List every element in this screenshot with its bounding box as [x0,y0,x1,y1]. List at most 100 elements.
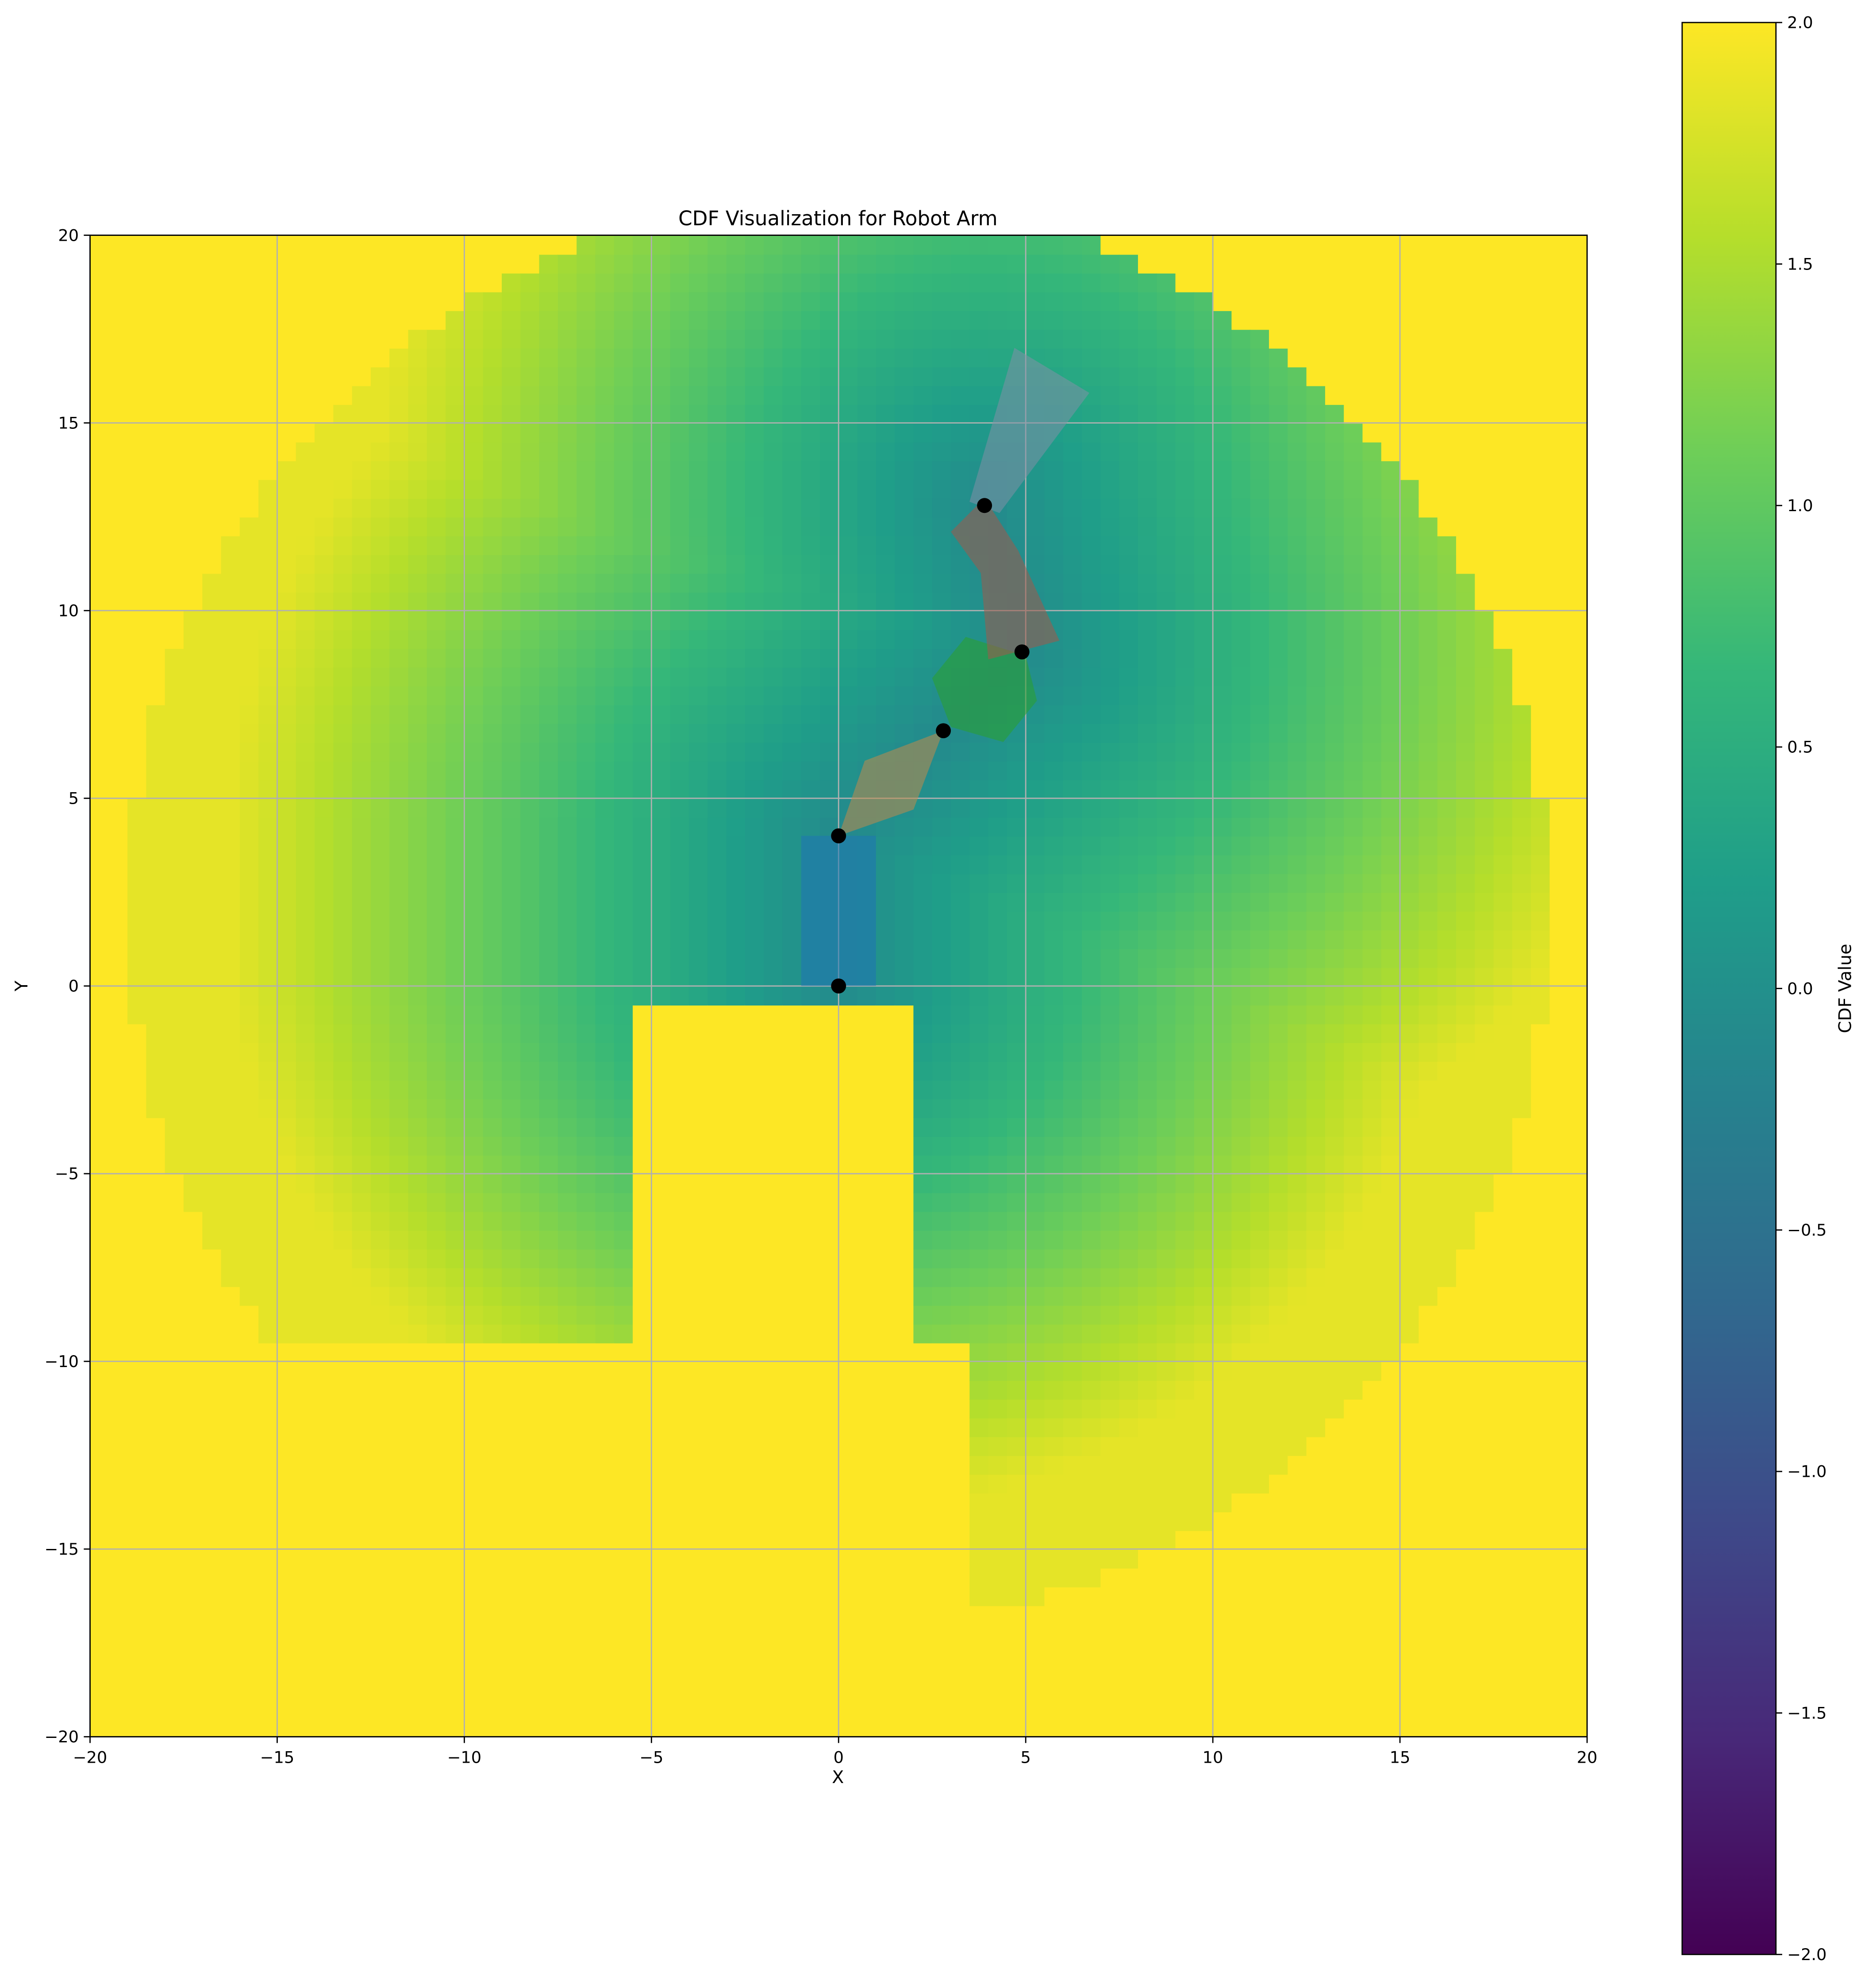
heatmap-cell [595,1568,615,1587]
heatmap-cell [1063,836,1083,855]
heatmap-cell [651,329,671,349]
heatmap-cell [464,347,484,368]
heatmap-cell [932,329,952,349]
heatmap-cell [1231,516,1251,536]
heatmap-cell [315,1699,334,1719]
heatmap-cell [838,554,858,574]
heatmap-cell [296,742,315,762]
heatmap-cell [633,1361,653,1381]
heatmap-cell [1194,873,1214,893]
heatmap-cell [1100,1267,1120,1287]
heatmap-cell [333,798,353,818]
heatmap-cell [333,423,353,443]
heatmap-cell [876,1549,896,1569]
heatmap-cell [1100,761,1120,781]
heatmap-cell [1157,573,1176,593]
heatmap-cell [502,1568,521,1587]
heatmap-cell [108,1061,128,1081]
heatmap-cell [988,1492,1008,1513]
heatmap-cell [577,686,596,705]
heatmap-cell [502,254,521,274]
heatmap-cell [633,798,653,818]
heatmap-cell [183,1718,203,1737]
heatmap-cell [221,1211,241,1231]
heatmap-cell [1194,742,1214,762]
heatmap-cell [633,629,653,649]
heatmap-cell [988,1079,1008,1100]
heatmap-cell [1119,817,1139,837]
heatmap-cell [389,1492,409,1513]
heatmap-cell [239,1718,259,1737]
heatmap-cell [782,1117,802,1137]
heatmap-cell [651,442,671,462]
heatmap-cell [764,873,784,893]
heatmap-cell [1007,1418,1026,1437]
heatmap-cell [446,1643,465,1663]
heatmap-cell [577,385,596,405]
heatmap-cell [239,761,259,781]
heatmap-cell [782,1061,802,1081]
heatmap-cell [557,1436,577,1456]
heatmap-cell [539,1492,559,1513]
heatmap-cell [333,779,353,799]
heatmap-cell [1157,1380,1176,1400]
heatmap-cell [202,1079,222,1100]
heatmap-cell [932,404,952,424]
heatmap-cell [801,291,821,311]
heatmap-cell [670,1643,690,1663]
heatmap-cell [146,742,166,762]
heatmap-cell [239,347,259,368]
heatmap-cell [389,1042,409,1062]
heatmap-cell [745,1568,765,1587]
heatmap-cell [801,535,821,555]
heatmap-cell [633,592,653,612]
heatmap-cell [670,836,690,855]
heatmap-cell [913,1117,933,1137]
heatmap-cell [838,404,858,424]
heatmap-cell [520,704,540,724]
heatmap-cell [258,385,278,405]
heatmap-cell [520,892,540,912]
heatmap-cell [1194,460,1214,480]
heatmap-cell [539,273,559,293]
heatmap-cell [427,347,446,368]
heatmap-cell [221,1305,241,1325]
heatmap-cell [1007,273,1026,293]
heatmap-cell [315,1587,334,1606]
heatmap-cell [969,1605,989,1625]
heatmap-cell [202,1023,222,1043]
heatmap-cell [876,1605,896,1625]
heatmap-cell [801,1587,821,1606]
heatmap-cell [688,1211,708,1231]
heatmap-cell [352,948,372,968]
heatmap-cell [913,291,933,311]
heatmap-cell [1119,779,1139,799]
heatmap-cell [239,573,259,593]
heatmap-cell [1194,1211,1214,1231]
heatmap-cell [932,610,952,630]
heatmap-cell [108,1361,128,1381]
heatmap-cell [1138,1098,1157,1118]
heatmap-cell [932,1568,952,1587]
heatmap-cell [745,666,765,687]
heatmap-cell [315,1211,334,1231]
heatmap-cell [764,423,784,443]
heatmap-cell [146,1174,166,1194]
heatmap-cell [819,1005,839,1025]
heatmap-cell [1194,516,1214,536]
heatmap-cell [165,479,185,499]
heatmap-cell [146,1624,166,1644]
heatmap-cell [258,629,278,649]
heatmap-cell [127,404,147,424]
heatmap-cell [1157,761,1176,781]
heatmap-cell [483,329,503,349]
heatmap-cell [539,1305,559,1325]
heatmap-cell [520,911,540,931]
heatmap-cell [726,666,746,687]
heatmap-cell [1138,1361,1157,1381]
heatmap-cell [370,798,390,818]
heatmap-cell [838,1455,858,1475]
heatmap-cell [951,761,971,781]
heatmap-cell [1157,1305,1176,1325]
heatmap-cell [520,460,540,480]
